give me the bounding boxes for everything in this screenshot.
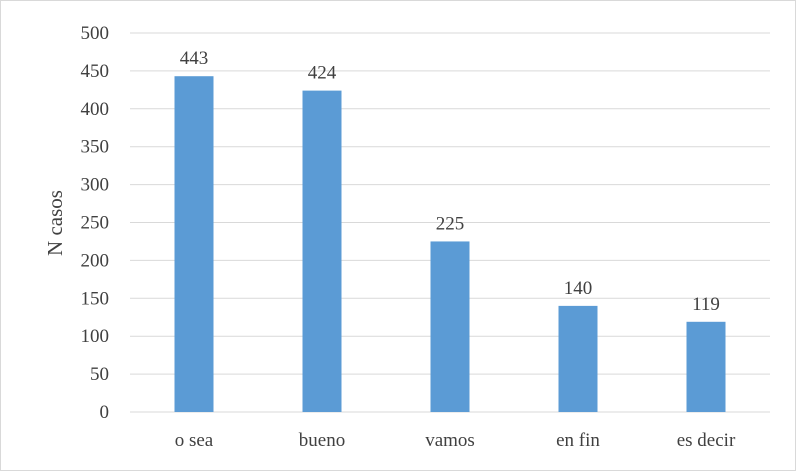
bar: [430, 241, 470, 412]
x-tick-label: en fin: [556, 430, 600, 451]
x-tick-label: es decir: [677, 430, 736, 451]
x-tick-label: vamos: [425, 430, 475, 451]
x-tick-labels: o sea bueno vamos en fin es decir: [175, 430, 736, 451]
data-label: 225: [436, 213, 465, 234]
data-labels: 443 424 225 140 119: [180, 48, 720, 315]
y-tick-label: 400: [81, 99, 110, 120]
y-tick-label: 250: [81, 213, 110, 234]
y-tick-label: 500: [81, 23, 110, 44]
y-axis-label: N casos: [43, 190, 67, 256]
y-tick-label: 100: [81, 326, 110, 347]
bars: [174, 76, 726, 413]
y-tick-label: 450: [81, 61, 110, 82]
bar: [558, 305, 598, 412]
gridlines: [130, 32, 770, 413]
data-label: 119: [692, 294, 720, 315]
data-label: 443: [180, 48, 209, 69]
y-tick-label: 200: [81, 250, 110, 271]
bar: [302, 90, 342, 412]
y-tick-label: 0: [100, 402, 110, 423]
data-label: 424: [308, 63, 337, 84]
y-tick-label: 150: [81, 288, 110, 309]
y-tick-label: 50: [90, 364, 109, 385]
data-label: 140: [564, 278, 593, 299]
y-tick-labels: 0 50 100 150 200 250 300 350 400 450 500: [81, 23, 110, 423]
bar: [174, 76, 214, 413]
bar: [686, 321, 726, 412]
x-tick-label: bueno: [299, 430, 345, 451]
x-tick-label: o sea: [175, 430, 214, 451]
y-tick-label: 300: [81, 175, 110, 196]
y-tick-label: 350: [81, 137, 110, 158]
